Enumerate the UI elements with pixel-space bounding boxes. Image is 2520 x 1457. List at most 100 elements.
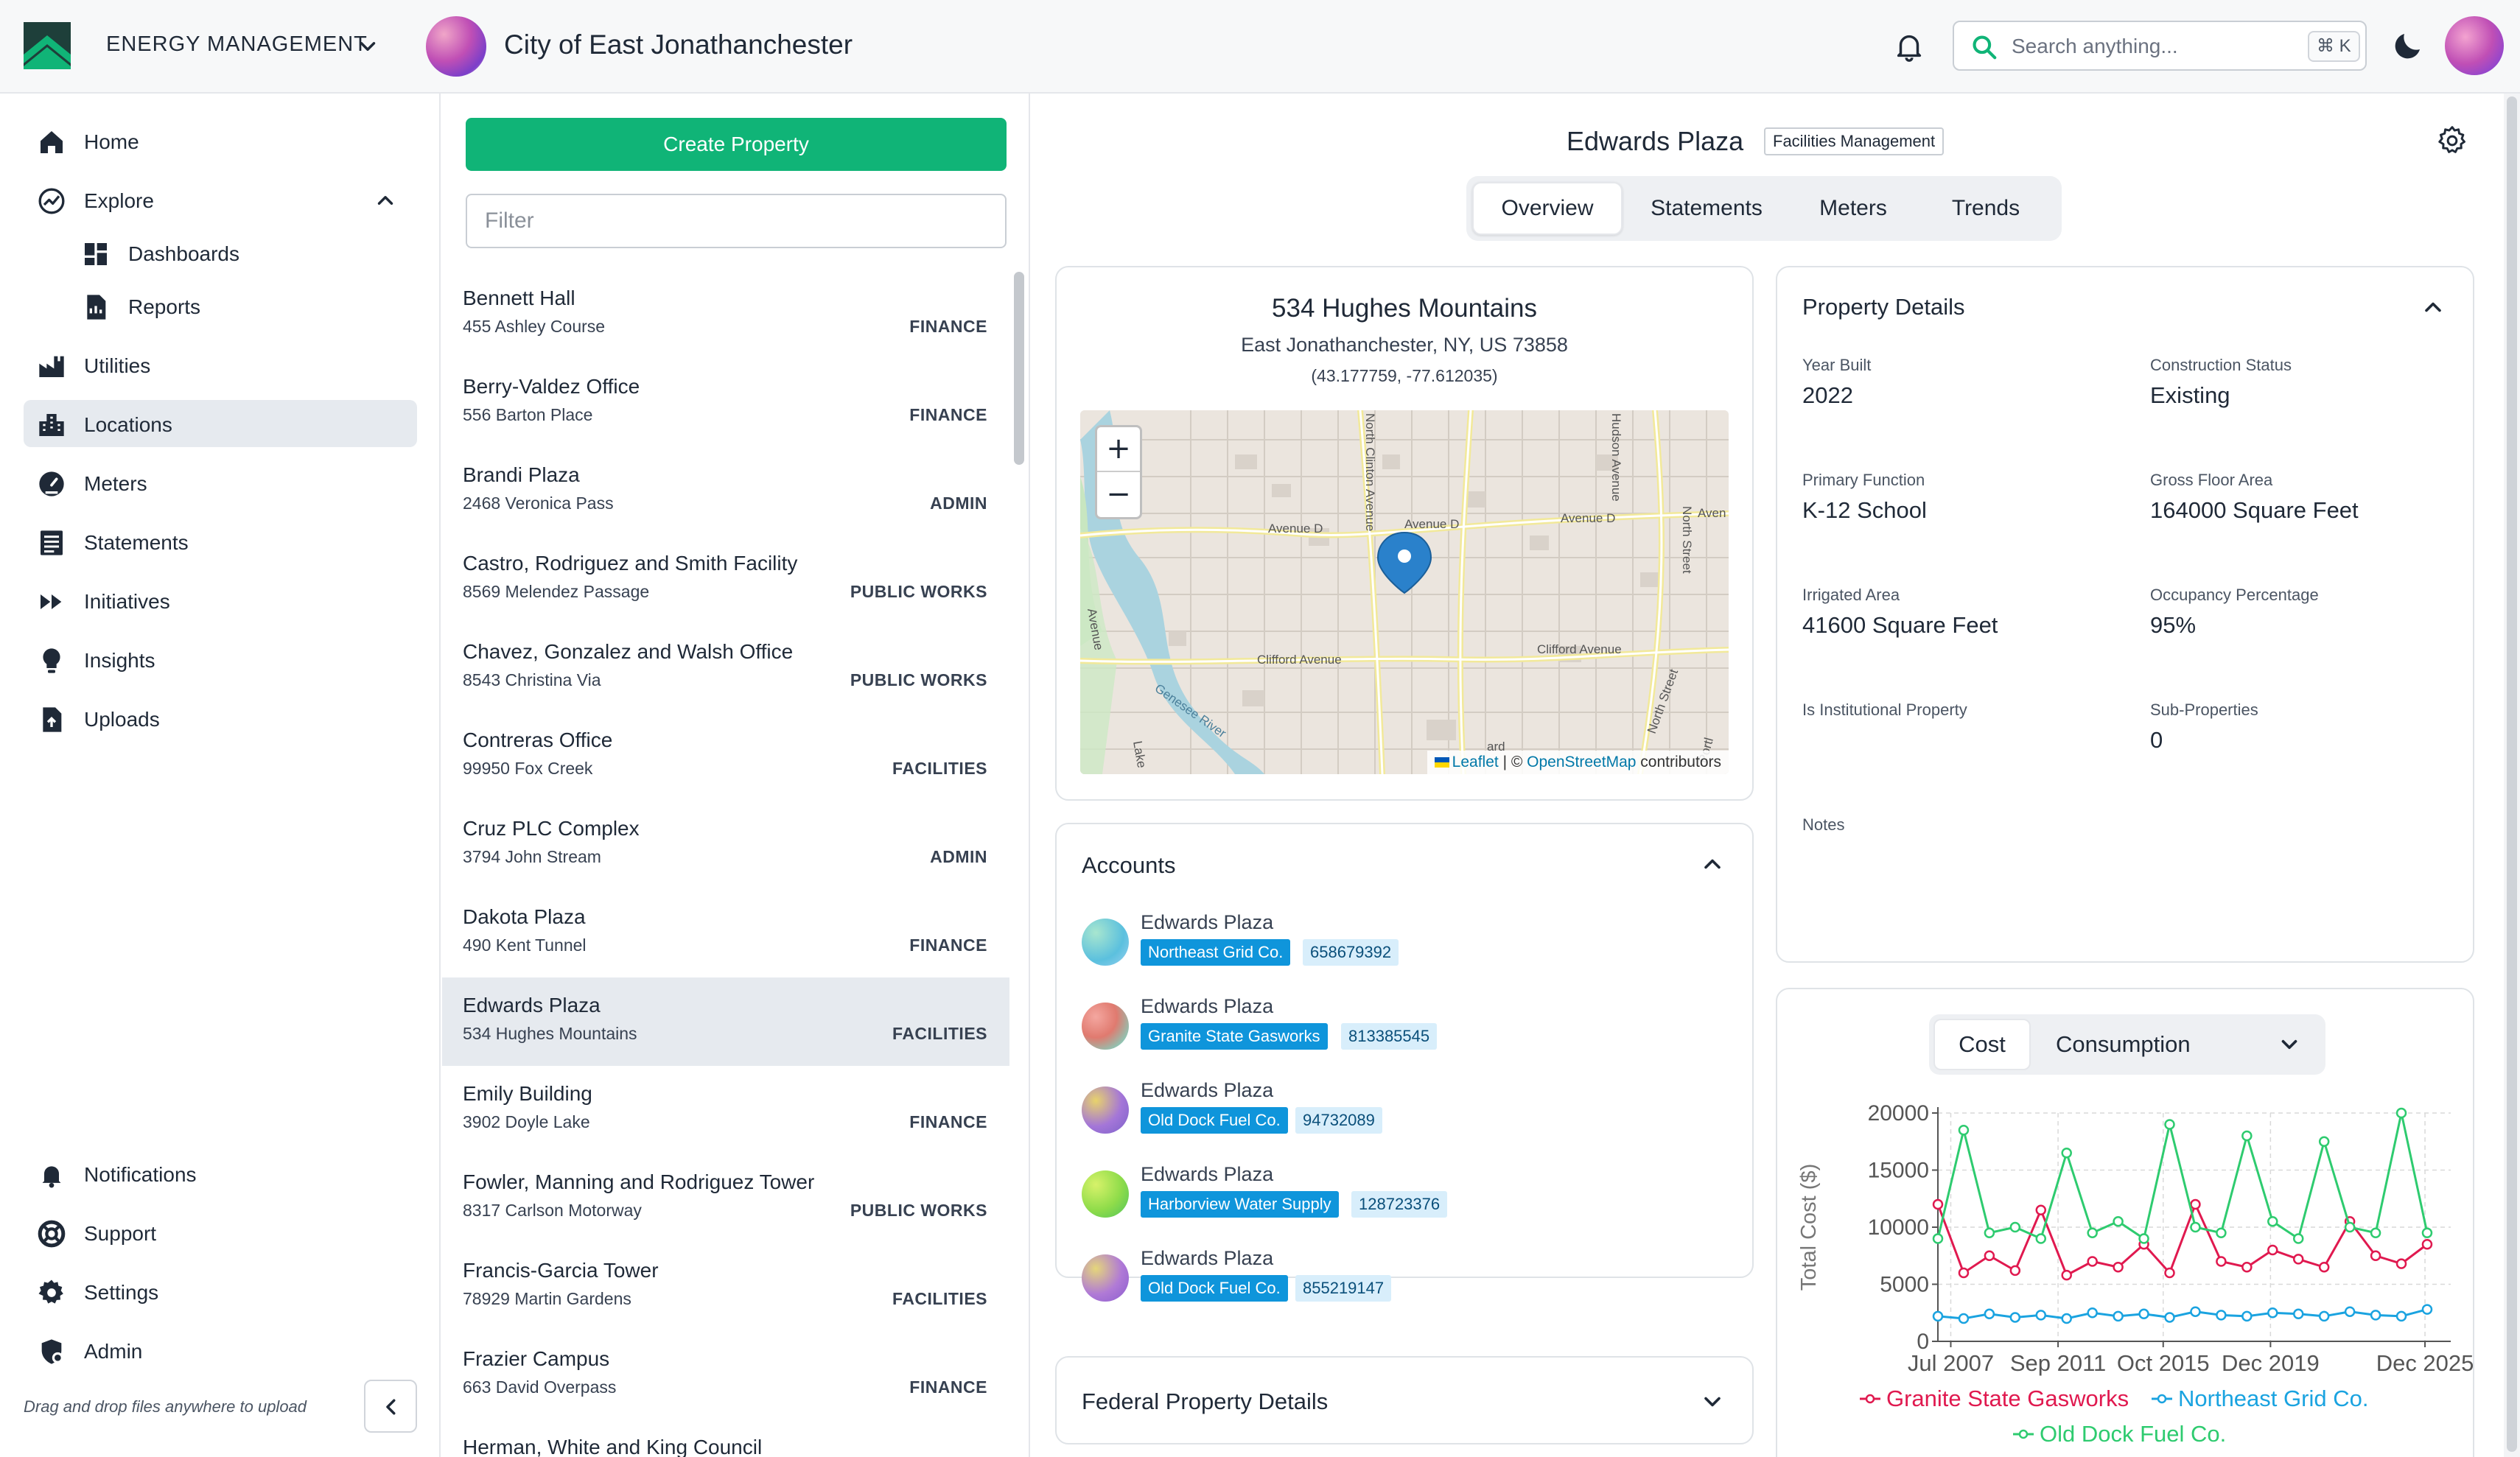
property-list-item[interactable]: Castro, Rodriguez and Smith Facility 8569…	[442, 536, 1009, 624]
leaflet-link[interactable]: Leaflet	[1452, 754, 1499, 770]
sidebar-item-utilities[interactable]: Utilities	[24, 341, 417, 388]
property-department: FACILITIES	[892, 759, 987, 778]
sidebar-item-dashboards[interactable]: Dashboards	[24, 229, 417, 276]
org-avatar[interactable]	[426, 16, 486, 77]
property-name: Cruz PLC Complex	[463, 817, 640, 840]
page-scrollbar[interactable]	[2504, 94, 2520, 1457]
property-name: Brandi Plaza	[463, 463, 580, 486]
federal-property-details-card[interactable]: Federal Property Details	[1055, 1356, 1754, 1444]
chevron-up-icon[interactable]	[373, 188, 398, 213]
sidebar-item-label: Locations	[84, 413, 172, 436]
cost-toggle-button[interactable]: Cost	[1933, 1019, 2031, 1070]
chevron-down-icon[interactable]	[2277, 1032, 2302, 1057]
sidebar-item-label: Initiatives	[84, 590, 170, 613]
sidebar-item-statements[interactable]: Statements	[24, 518, 417, 565]
filter-input[interactable]	[466, 194, 1007, 248]
osm-link[interactable]: OpenStreetMap	[1527, 754, 1637, 770]
tab-overview[interactable]: Overview	[1472, 182, 1623, 235]
data-point	[2087, 1227, 2098, 1238]
consumption-toggle-button[interactable]: Consumption	[2056, 1031, 2191, 1057]
property-list-item[interactable]: Cruz PLC Complex 3794 John Stream ADMIN	[442, 801, 1009, 889]
create-property-button[interactable]: Create Property	[466, 118, 1007, 171]
sidebar-item-initiatives[interactable]: Initiatives	[24, 577, 417, 624]
sidebar-item-uploads[interactable]: Uploads	[24, 695, 417, 742]
collapse-sidebar-button[interactable]	[364, 1380, 417, 1433]
account-provider-badge: Old Dock Fuel Co.	[1141, 1275, 1288, 1302]
dark-mode-moon-icon[interactable]	[2390, 28, 2426, 63]
sidebar-item-explore[interactable]: Explore	[24, 176, 417, 223]
y-tick-label: 15000	[1868, 1159, 1929, 1183]
property-list-item[interactable]: Emily Building 3902 Doyle Lake FINANCE	[442, 1066, 1009, 1154]
property-list-item[interactable]: Chavez, Gonzalez and Walsh Office 8543 Ch…	[442, 624, 1009, 712]
tab-statements[interactable]: Statements	[1651, 196, 1763, 220]
data-point	[1932, 1233, 1944, 1244]
property-list-item[interactable]: Bennett Hall 455 Ashley Course FINANCE	[442, 270, 1009, 359]
account-name: Edwards Plaza	[1141, 1079, 1274, 1101]
data-point	[2087, 1307, 2098, 1319]
detail-label: Sub-Properties	[2150, 701, 2258, 719]
sidebar-item-notifications[interactable]: Notifications	[24, 1150, 417, 1197]
sidebar-item-settings[interactable]: Settings	[24, 1268, 417, 1315]
data-point	[2035, 1233, 2047, 1244]
app-switcher-label[interactable]: ENERGY MANAGEMENT	[106, 32, 368, 56]
account-row[interactable]: Edwards Plaza Northeast Grid Co. 658679392	[1082, 910, 1715, 983]
chevron-up-icon[interactable]	[2420, 294, 2446, 320]
tab-meters[interactable]: Meters	[1819, 196, 1887, 220]
property-list-item[interactable]: Berry-Valdez Office 556 Barton Place FINAN…	[442, 359, 1009, 447]
chevron-up-icon[interactable]	[1699, 851, 1726, 877]
property-list-item[interactable]: Herman, White and King Council	[442, 1419, 1009, 1457]
sidebar-item-admin[interactable]: Admin	[24, 1327, 417, 1374]
detail-value: 164000 Square Feet	[2150, 497, 2359, 523]
detail-label: Primary Function	[1802, 471, 1925, 489]
property-address: 2468 Veronica Pass	[463, 494, 614, 513]
property-list-item[interactable]: Fowler, Manning and Rodriguez Tower 8317 …	[442, 1154, 1009, 1243]
property-settings-gear-icon[interactable]	[2436, 124, 2468, 157]
series-line-0	[1936, 1201, 2428, 1277]
property-list-item[interactable]: Francis-Garcia Tower 78929 Martin Gardens…	[442, 1243, 1009, 1331]
detail-value: 95%	[2150, 612, 2197, 638]
account-row[interactable]: Edwards Plaza Old Dock Fuel Co. 94732089	[1082, 1078, 1715, 1151]
sidebar-item-meters[interactable]: Meters	[24, 459, 417, 506]
account-row[interactable]: Edwards Plaza Old Dock Fuel Co. 855219147	[1082, 1246, 1715, 1319]
data-point	[2267, 1307, 2278, 1319]
data-point	[2241, 1130, 2253, 1142]
data-point	[2344, 1306, 2356, 1317]
property-details-title: Property Details	[1802, 294, 1965, 320]
property-list-item[interactable]: Edwards Plaza 534 Hughes Mountains FACILIT…	[442, 977, 1009, 1066]
list-scrollbar[interactable]	[1014, 272, 1024, 465]
sidebar-item-support[interactable]: Support	[24, 1209, 417, 1256]
page-scrollbar-thumb[interactable]	[2507, 96, 2517, 1452]
sidebar-item-label: Meters	[84, 472, 147, 495]
sidebar-item-locations[interactable]: Locations	[24, 400, 417, 447]
account-row[interactable]: Edwards Plaza Harborview Water Supply 1287…	[1082, 1162, 1715, 1235]
sidebar-item-insights[interactable]: Insights	[24, 636, 417, 683]
global-search[interactable]: ⌘ K	[1953, 21, 2367, 71]
property-list-item[interactable]: Dakota Plaza 490 Kent Tunnel FINANCE	[442, 889, 1009, 977]
property-list-item[interactable]: Frazier Campus 663 David Overpass FINANCE	[442, 1331, 1009, 1419]
account-row[interactable]: Edwards Plaza Granite State Gasworks 81338…	[1082, 994, 1715, 1067]
x-tick-label: Jul 2007	[1908, 1350, 1994, 1376]
map-zoom-out-button[interactable]: −	[1106, 477, 1131, 511]
search-input[interactable]	[2012, 29, 2262, 63]
map-zoom-in-button[interactable]: +	[1097, 427, 1140, 472]
chevron-down-icon[interactable]	[1699, 1388, 1726, 1415]
notifications-bell-icon[interactable]	[1892, 29, 1926, 63]
user-avatar[interactable]	[2445, 16, 2504, 75]
app-logo[interactable]	[24, 22, 71, 69]
sidebar-item-reports[interactable]: Reports	[24, 282, 417, 329]
account-avatar	[1082, 1003, 1129, 1050]
map-zoom-control: + −	[1095, 425, 1142, 519]
chevron-down-icon[interactable]	[355, 34, 380, 59]
property-list-item[interactable]: Contreras Office 99950 Fox Creek FACILITIE…	[442, 712, 1009, 801]
y-tick-label: 10000	[1868, 1215, 1929, 1240]
account-number-badge: 855219147	[1295, 1275, 1392, 1302]
total-cost-chart[interactable]: 0 5000 10000 15000 20000 Jul 2007 Sep 2011 Oct …	[1777, 989, 2473, 1457]
sidebar-item-home[interactable]: Home	[24, 117, 417, 164]
property-name: Herman, White and King Council	[463, 1436, 763, 1457]
location-map[interactable]: Avenue D Avenue D Avenue D Clifford Aven…	[1080, 410, 1729, 774]
data-point	[2421, 1227, 2433, 1238]
map-marker-icon[interactable]	[1376, 531, 1432, 594]
data-point	[2395, 1258, 2407, 1269]
property-list-item[interactable]: Brandi Plaza 2468 Veronica Pass ADMIN	[442, 447, 1009, 536]
tab-trends[interactable]: Trends	[1951, 196, 2020, 220]
